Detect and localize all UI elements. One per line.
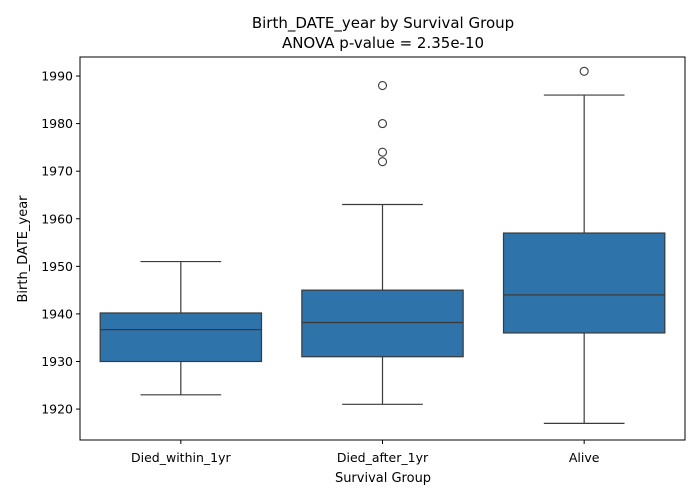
- y-axis-label: Birth_DATE_year: [16, 195, 31, 303]
- y-tick-label: 1940: [41, 306, 73, 321]
- x-axis-label: Survival Group: [335, 471, 431, 486]
- iqr-box: [99, 312, 263, 363]
- x-tick-label: Alive: [569, 450, 600, 465]
- chart-subtitle: ANOVA p-value = 2.35e-10: [282, 34, 484, 52]
- y-tick-label: 1950: [41, 259, 73, 274]
- outlier-point: [377, 147, 388, 157]
- y-tick-label: 1980: [41, 116, 73, 131]
- x-tick-label: Died_after_1yr: [337, 450, 429, 465]
- y-tick-label: 1960: [41, 211, 73, 226]
- x-axis: Died_within_1yr Died_after_1yr Alive: [131, 440, 600, 465]
- box-group: [502, 66, 666, 424]
- iqr-box: [301, 289, 464, 358]
- box-group: [99, 260, 263, 396]
- y-tick-label: 1990: [41, 69, 73, 84]
- y-tick-label: 1920: [41, 402, 73, 417]
- y-tick-label: 1930: [41, 354, 73, 369]
- y-axis: 1920 1930 1940 1950 1960 1970 1980 1990: [41, 69, 80, 417]
- y-tick-label: 1970: [41, 164, 73, 179]
- outlier-point: [377, 119, 388, 129]
- chart-title: Birth_DATE_year by Survival Group: [252, 14, 514, 33]
- outlier-point: [377, 80, 388, 91]
- iqr-box: [502, 232, 666, 334]
- outlier-point: [377, 157, 388, 167]
- box-group: [301, 80, 464, 405]
- plot-area: [99, 66, 666, 424]
- outlier-point: [579, 66, 589, 76]
- x-tick-label: Died_within_1yr: [131, 450, 231, 465]
